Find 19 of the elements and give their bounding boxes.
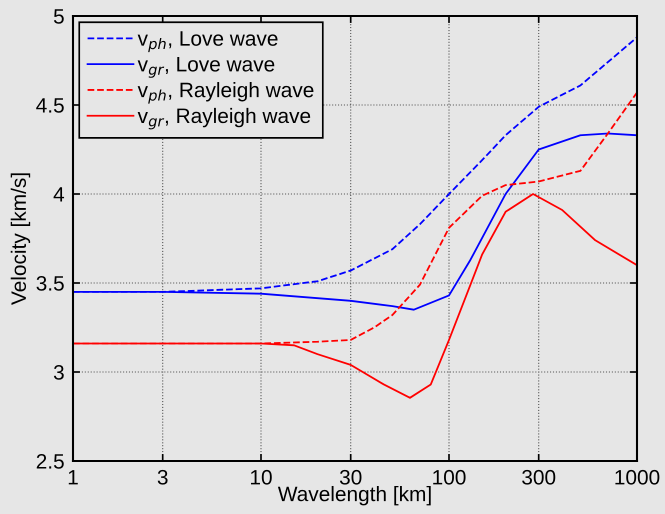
y-tick-label: 5 (54, 9, 64, 24)
x-axis-title: Wavelength [km] (278, 486, 431, 506)
y-tick-label: 2.5 (36, 454, 64, 469)
y-tick-label: 3 (54, 365, 64, 380)
legend-label: v$_{gr}$, Rayleigh wave (138, 108, 310, 130)
x-tick-label: 100 (433, 470, 466, 485)
x-tick-label: 3 (158, 470, 168, 485)
y-axis-title: Velocity [km/s] (10, 173, 30, 305)
y-tick-label: 4.5 (36, 98, 64, 113)
x-tick-label: 10 (251, 470, 272, 485)
y-tick-label: 3.5 (36, 276, 64, 291)
legend-label: v$_{ph}$, Rayleigh wave (138, 82, 314, 104)
x-tick-label: 300 (522, 470, 556, 485)
legend-label: v$_{ph}$, Love wave (138, 31, 278, 52)
y-tick-label: 4 (54, 187, 64, 202)
x-tick-label: 1 (68, 470, 78, 484)
legend-label: v$_{gr}$, Love wave (138, 57, 274, 78)
x-tick-label: 1000 (615, 470, 660, 485)
x-tick-label: 30 (340, 470, 362, 485)
